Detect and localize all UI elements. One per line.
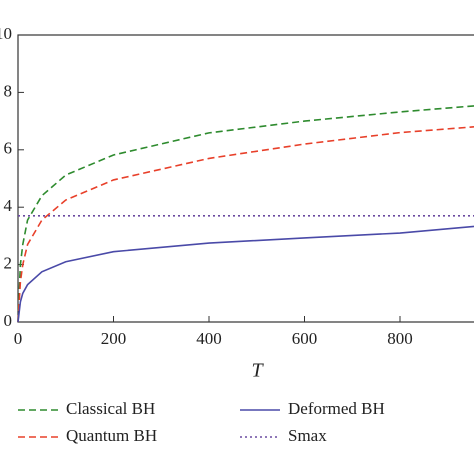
x-tick-label: 800 [387, 329, 413, 348]
y-tick-label: 4 [4, 196, 13, 215]
legend-label: Smax [288, 426, 327, 445]
x-tick-label: 600 [292, 329, 318, 348]
y-tick-label: 2 [4, 254, 13, 273]
plot-frame [17, 34, 474, 323]
series-line [17, 225, 474, 323]
y-tick-label: 8 [4, 81, 13, 100]
legend-label: Deformed BH [288, 399, 385, 418]
x-tick-label: 0 [14, 329, 23, 348]
y-tick-label: 0 [4, 311, 13, 330]
x-axis-label: T [251, 360, 264, 382]
y-tick-label: 6 [4, 139, 13, 158]
y-tick-label: 10 [0, 24, 12, 43]
x-tick-label: 200 [101, 329, 127, 348]
series-line [17, 105, 474, 323]
legend-label: Classical BH [66, 399, 155, 418]
legend-label: Quantum BH [66, 426, 157, 445]
series-line [17, 126, 474, 323]
x-tick-label: 400 [196, 329, 222, 348]
